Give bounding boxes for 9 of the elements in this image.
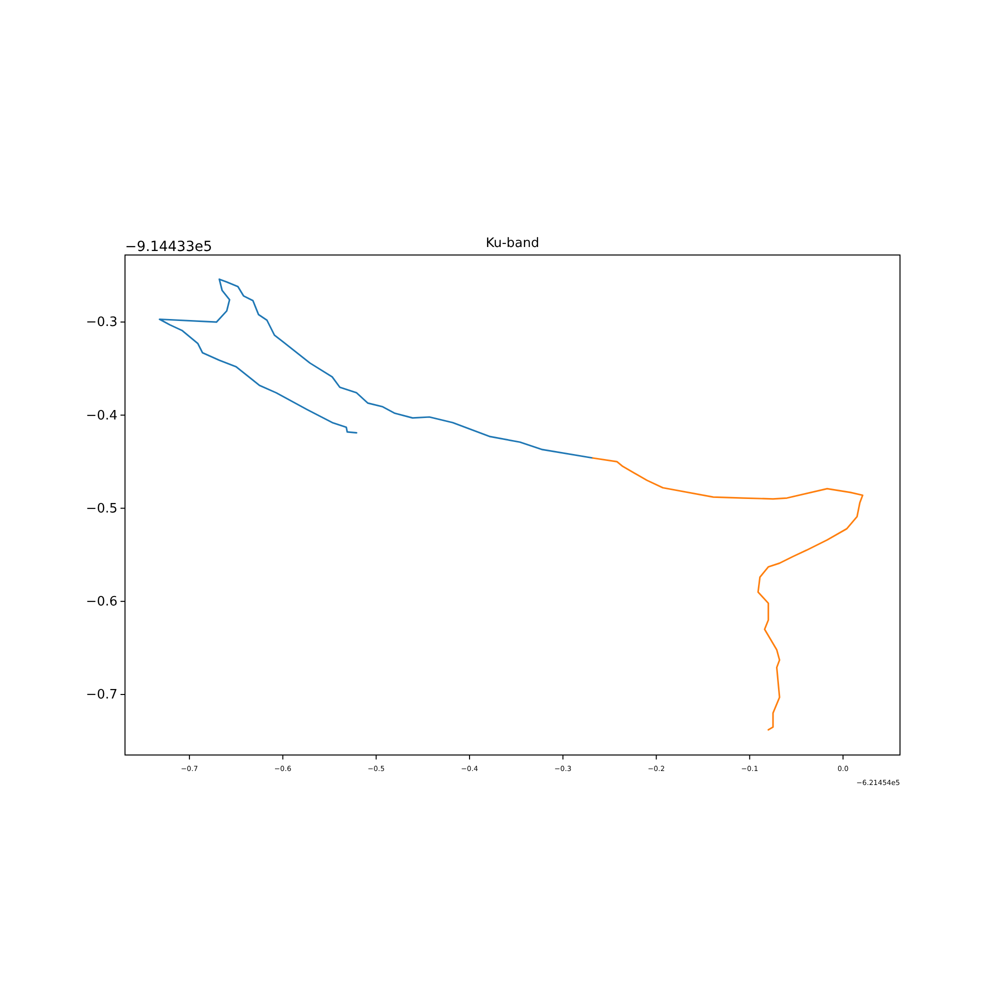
y-tick-label: −0.3 — [86, 315, 118, 330]
chart-title: Ku-band — [486, 236, 540, 251]
y-tick-label: −0.4 — [86, 408, 118, 424]
line-series — [592, 457, 864, 731]
line-series — [158, 278, 594, 459]
text: −9.14433e5 — [125, 239, 212, 255]
y-tick-label: −0.7 — [86, 688, 118, 703]
y-tick-label: −0.6 — [86, 594, 118, 610]
y-tick-label: −0.5 — [86, 501, 118, 516]
